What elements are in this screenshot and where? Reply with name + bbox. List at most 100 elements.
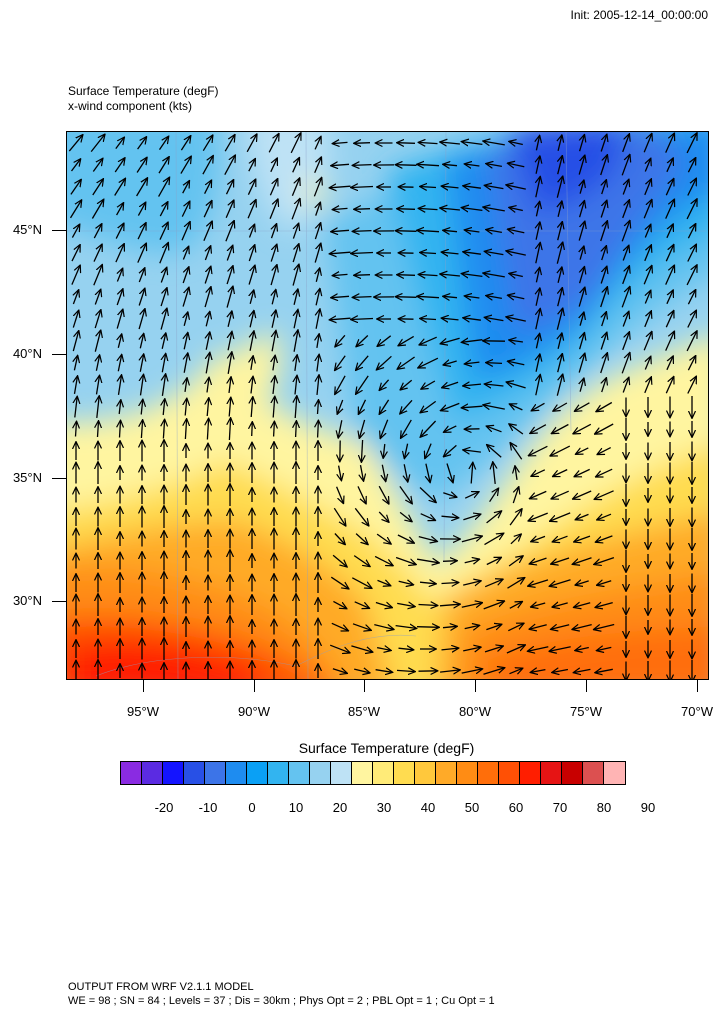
wind-arrow	[335, 334, 346, 346]
footer-params: WE = 98 ; SN = 84 ; Levels = 37 ; Dis = …	[68, 995, 495, 1007]
wind-arrow	[622, 200, 630, 219]
wind-arrow	[181, 201, 189, 217]
wind-arrow	[645, 225, 650, 238]
wind-arrow	[553, 402, 568, 411]
wind-arrow	[158, 136, 169, 150]
wind-arrow	[687, 290, 695, 305]
colorbar-swatch	[352, 762, 373, 784]
wind-arrow	[159, 202, 167, 217]
temperature-field	[66, 131, 709, 680]
wind-arrow	[116, 203, 124, 216]
wind-arrow	[137, 202, 145, 216]
wind-arrow	[462, 142, 483, 145]
wind-arrow	[396, 297, 417, 298]
wind-arrow	[374, 555, 393, 565]
lon-tick-80	[475, 680, 476, 692]
wind-arrow	[643, 134, 652, 153]
wind-arrow	[440, 142, 460, 144]
wind-arrow	[141, 420, 142, 439]
wind-arrow	[644, 377, 651, 394]
wind-arrow	[687, 311, 696, 328]
wind-arrow	[551, 490, 569, 499]
wind-arrow	[573, 490, 592, 499]
wind-arrow	[383, 443, 385, 458]
wind-arrow	[485, 185, 504, 188]
wind-arrow	[91, 200, 103, 219]
wind-arrow	[313, 178, 321, 197]
wind-arrow	[375, 603, 392, 608]
wind-arrow	[665, 311, 673, 328]
wind-arrow	[116, 309, 123, 329]
wind-arrow	[536, 243, 540, 264]
lon-tick-90	[254, 680, 255, 692]
wind-arrow	[665, 199, 675, 219]
wind-arrow	[204, 287, 211, 308]
map-border	[66, 131, 709, 680]
wind-arrow	[442, 252, 459, 254]
colorbar-title: Surface Temperature (degF)	[298, 740, 475, 756]
wind-arrow	[228, 352, 232, 375]
wind-arrow	[643, 200, 652, 219]
wind-arrow	[291, 199, 300, 220]
wind-arrow	[558, 333, 562, 349]
wind-arrow	[484, 533, 504, 546]
wind-arrow	[380, 419, 389, 439]
wind-arrow	[515, 466, 517, 480]
wind-arrow	[292, 158, 300, 173]
wind-arrow	[417, 296, 440, 297]
wind-arrow	[270, 244, 277, 262]
lon-tick-75	[586, 680, 587, 692]
wind-arrow	[600, 155, 608, 176]
wind-arrow	[463, 647, 481, 651]
wind-arrow	[425, 443, 432, 459]
wind-arrow	[465, 164, 480, 166]
wind-arrow	[398, 648, 414, 650]
colorbar-swatch	[436, 762, 457, 784]
wind-arrow	[556, 242, 562, 264]
wind-arrow	[118, 355, 121, 372]
wind-arrow	[418, 357, 439, 368]
wind-arrow	[184, 333, 188, 350]
wind-arrow	[330, 318, 351, 320]
wind-arrow	[419, 142, 438, 143]
wind-arrow	[462, 406, 483, 408]
wind-arrow	[644, 179, 651, 196]
title-surface-temperature: Surface Temperature (degF)	[68, 84, 219, 98]
wind-arrow	[580, 333, 585, 350]
wind-arrow	[294, 310, 298, 329]
wind-arrow	[74, 356, 77, 371]
wind-arrow	[465, 230, 480, 232]
wind-arrow	[576, 514, 589, 519]
wind-arrow	[441, 516, 459, 518]
wind-arrow	[558, 354, 563, 373]
wind-arrow	[595, 423, 614, 434]
lon-label-85: 85°W	[348, 704, 380, 719]
wind-arrow	[92, 179, 103, 196]
wind-arrow	[273, 376, 275, 394]
wind-arrow	[181, 222, 190, 241]
wind-arrow	[574, 669, 591, 672]
wind-arrow	[206, 312, 210, 327]
wind-arrow	[486, 511, 502, 524]
lon-tick-70	[697, 680, 698, 692]
wind-arrow	[536, 177, 540, 198]
wind-arrow	[272, 310, 276, 328]
wind-arrow	[137, 243, 146, 263]
wind-arrow	[203, 201, 212, 218]
wind-arrow	[315, 223, 320, 240]
wind-arrow	[549, 647, 571, 652]
wind-arrow	[330, 186, 351, 188]
lat-tick-30	[52, 601, 66, 602]
wind-arrow	[594, 490, 614, 499]
wind-arrow	[273, 397, 275, 418]
wind-arrow	[97, 376, 100, 395]
wind-arrow	[354, 507, 368, 525]
wind-arrow	[158, 157, 169, 174]
wind-arrow	[506, 251, 526, 255]
wind-arrow	[531, 603, 546, 607]
wind-arrow	[600, 267, 607, 284]
wind-arrow	[483, 207, 505, 211]
wind-arrow	[225, 180, 234, 195]
lon-label-80: 80°W	[459, 704, 491, 719]
wind-arrow	[376, 648, 391, 651]
